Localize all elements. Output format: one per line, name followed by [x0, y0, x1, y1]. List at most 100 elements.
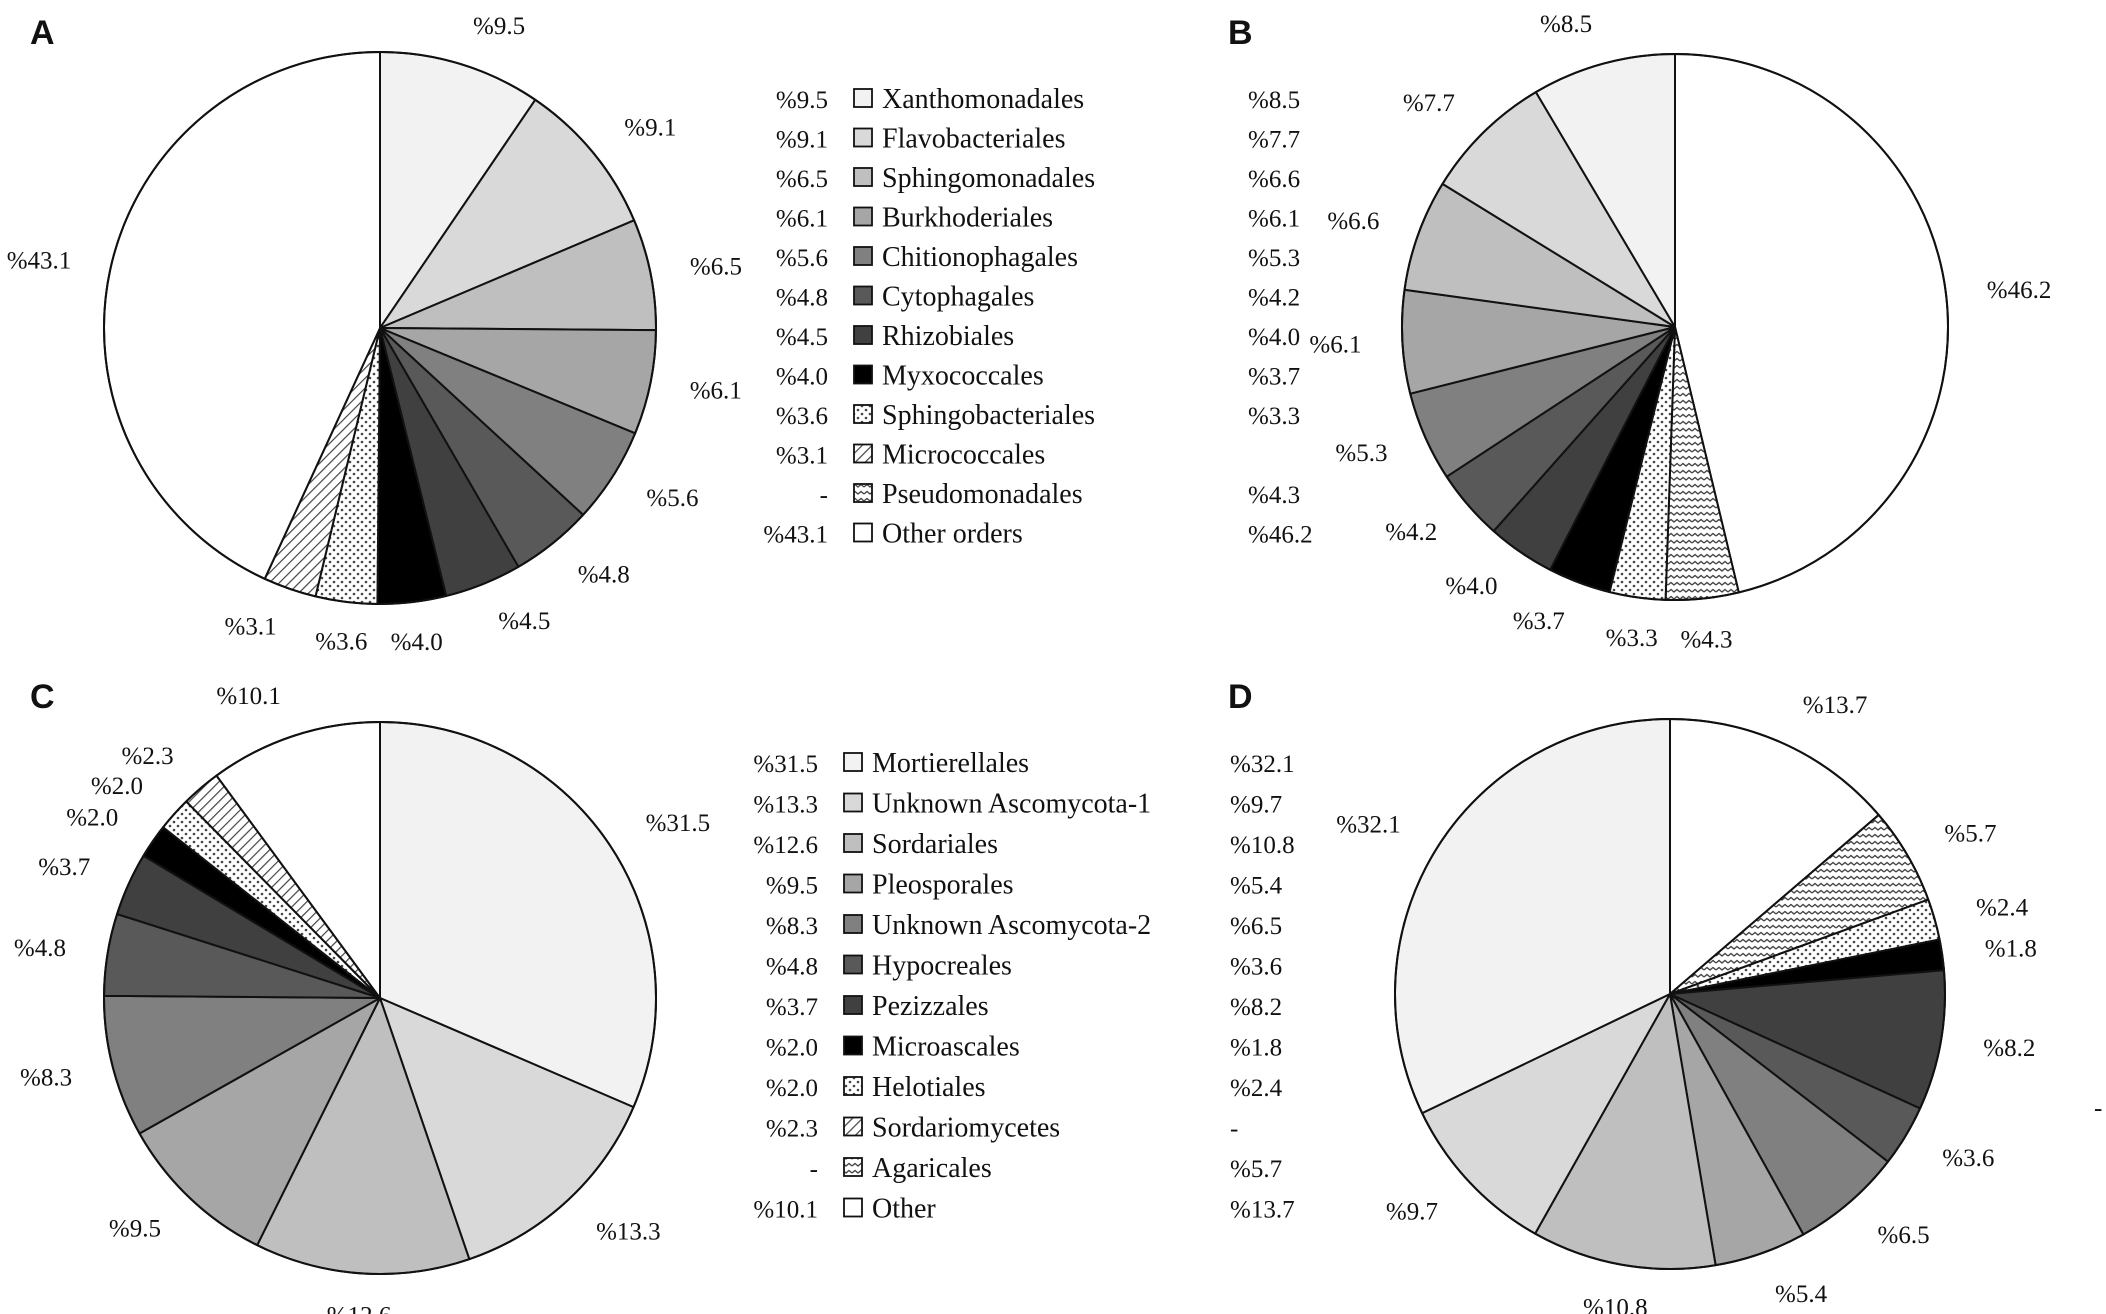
slice-label: %2.0 [66, 804, 118, 831]
panel-letter-c: C [30, 678, 55, 716]
legend-label: Xanthomonadales [882, 84, 1084, 115]
legend-value: %4.3 [1248, 482, 1300, 509]
panel-letter-b: B [1228, 14, 1253, 52]
slice-label: %6.5 [690, 253, 742, 280]
legend-label: Pseudomonadales [882, 479, 1083, 510]
legend-value: %8.3 [766, 913, 818, 940]
legend-label: Rhizobiales [882, 321, 1014, 352]
legend-value: %13.7 [1230, 1197, 1295, 1224]
slice-label: %8.2 [1983, 1035, 2035, 1062]
slice-label: %13.3 [596, 1218, 661, 1245]
legend-swatch [853, 483, 873, 503]
legend-swatch [853, 167, 873, 187]
legend-value: %5.4 [1230, 873, 1283, 900]
legend-swatch [843, 954, 863, 975]
legend-label: Sordariales [872, 829, 998, 860]
legend-values-b: %8.5 %7.7 %6.6 %6.1 %5.3 %4.2 %4.0 %3.7 %3.3 %4.3… [1248, 87, 1313, 549]
legend-swatch [843, 1197, 863, 1218]
slice-label: %3.7 [1513, 608, 1565, 635]
legend-value: %3.6 [776, 403, 828, 430]
legend-label: Mortierellales [872, 748, 1029, 779]
legend-swatch [843, 1116, 863, 1137]
pie-outline [1394, 718, 1946, 1270]
slice-label: %3.6 [315, 629, 367, 656]
pie-slices [1401, 53, 1949, 601]
legend-bacteria: Xanthomonadales Flavobacteriales Sphingomo… [853, 84, 1095, 550]
slice-label: %9.7 [1386, 1199, 1438, 1226]
legend-value: %6.5 [1230, 913, 1282, 940]
legend-value: %6.6 [1248, 166, 1300, 193]
legend-label: Burkhoderiales [882, 203, 1053, 234]
legend-value: %2.0 [766, 1035, 818, 1062]
pie-slices [103, 721, 657, 1275]
pie-chart-a: %9.5 %9.1 %6.5 %6.1 %5.6 %4.8 %4.5 %4.0 %3.6 %3.1… [7, 13, 742, 656]
pie-outline [1401, 53, 1949, 601]
legend-value: %7.7 [1248, 127, 1300, 154]
legend-value: %3.1 [776, 443, 828, 470]
slice-label: %4.8 [14, 935, 66, 962]
legend-label: Chitionophagales [882, 242, 1078, 273]
slice-label: %6.1 [690, 378, 742, 405]
legend-value: %6.1 [1248, 206, 1300, 233]
legend-swatch [843, 752, 863, 772]
legend-value: %4.8 [766, 954, 818, 981]
legend-value: %4.0 [1248, 324, 1300, 351]
legend-label: Microascales [872, 1032, 1020, 1063]
slice-label: %4.8 [578, 562, 630, 589]
slice-label: %4.0 [391, 629, 443, 656]
slice-label: %5.4 [1775, 1281, 1828, 1308]
slice-label: %3.6 [1942, 1145, 1994, 1172]
pie-slice-labels: %13.7 %5.7 %2.4 %1.8 %8.2 %3.6 %6.5 %5.4 %10.8 %9… [1336, 692, 2037, 1314]
legend-value: - [1230, 1116, 1238, 1143]
slice-label: %7.7 [1403, 90, 1455, 117]
pie-chart-d: %13.7 %5.7 %2.4 %1.8 %8.2 %3.6 %6.5 %5.4 %10.8 %9… [1336, 692, 2037, 1314]
legend-swatch [853, 364, 873, 385]
legend-values-c: %31.5 %13.3 %12.6 %9.5 %8.3 %4.8 %3.7 %2.0 %2.0%… [753, 751, 818, 1224]
slice-label: %2.3 [122, 743, 174, 770]
legend-value: %9.5 [766, 873, 818, 900]
legend-value: %10.1 [753, 1197, 818, 1224]
slice-label: %4.3 [1680, 626, 1732, 653]
legend-value: %3.7 [766, 994, 818, 1021]
panel-letter-d: D [1228, 678, 1253, 716]
legend-value: %6.1 [776, 206, 828, 233]
legend-label: Sphingobacteriales [882, 400, 1095, 431]
legend-label: Pezizzales [872, 991, 989, 1022]
slice-label: %6.1 [1309, 331, 1361, 358]
legend-value: %46.2 [1248, 522, 1313, 549]
legend-values-a: %9.5 %9.1 %6.5 %6.1 %5.6 %4.8 %4.5 %4.0 %3.6 %3.1… [763, 87, 828, 549]
legend-swatch [853, 246, 873, 266]
legend-swatch [843, 873, 863, 894]
legend-value: %5.6 [776, 245, 828, 272]
slice-label: %4.2 [1385, 519, 1437, 546]
slice-label: %5.6 [646, 485, 698, 512]
legend-swatch [853, 285, 873, 306]
legend-value: %43.1 [763, 522, 828, 549]
legend-swatch [843, 1157, 863, 1177]
slice-label: %3.7 [38, 854, 90, 881]
legend-value: %5.7 [1230, 1156, 1282, 1183]
pie-slices [1394, 718, 1946, 1270]
slice-label: %46.2 [1987, 277, 2052, 304]
legend-value: %32.1 [1230, 751, 1295, 778]
legend-value: %13.3 [753, 792, 818, 819]
legend-value: %2.0 [766, 1075, 818, 1102]
slice-label: %1.8 [1985, 936, 2037, 963]
legend-value: %5.3 [1248, 245, 1300, 272]
legend-label: Myxococcales [882, 361, 1044, 392]
slice-label: %4.0 [1445, 573, 1497, 600]
slice-label: %9.5 [109, 1216, 161, 1243]
legend-swatch [843, 833, 863, 853]
legend-value: %4.5 [776, 324, 828, 351]
legend-label: Unknown Ascomycota-2 [872, 910, 1151, 941]
legend-swatch [853, 522, 873, 543]
slice-label: %32.1 [1336, 812, 1401, 839]
slice-label: %9.5 [473, 13, 525, 40]
legend-value: %3.6 [1230, 954, 1282, 981]
slice-label: %12.6 [327, 1302, 392, 1314]
legend-swatch [853, 88, 873, 108]
slice-label: %10.1 [216, 683, 281, 710]
legend-value: %6.5 [776, 166, 828, 193]
slice-label: %5.7 [1944, 820, 1996, 847]
